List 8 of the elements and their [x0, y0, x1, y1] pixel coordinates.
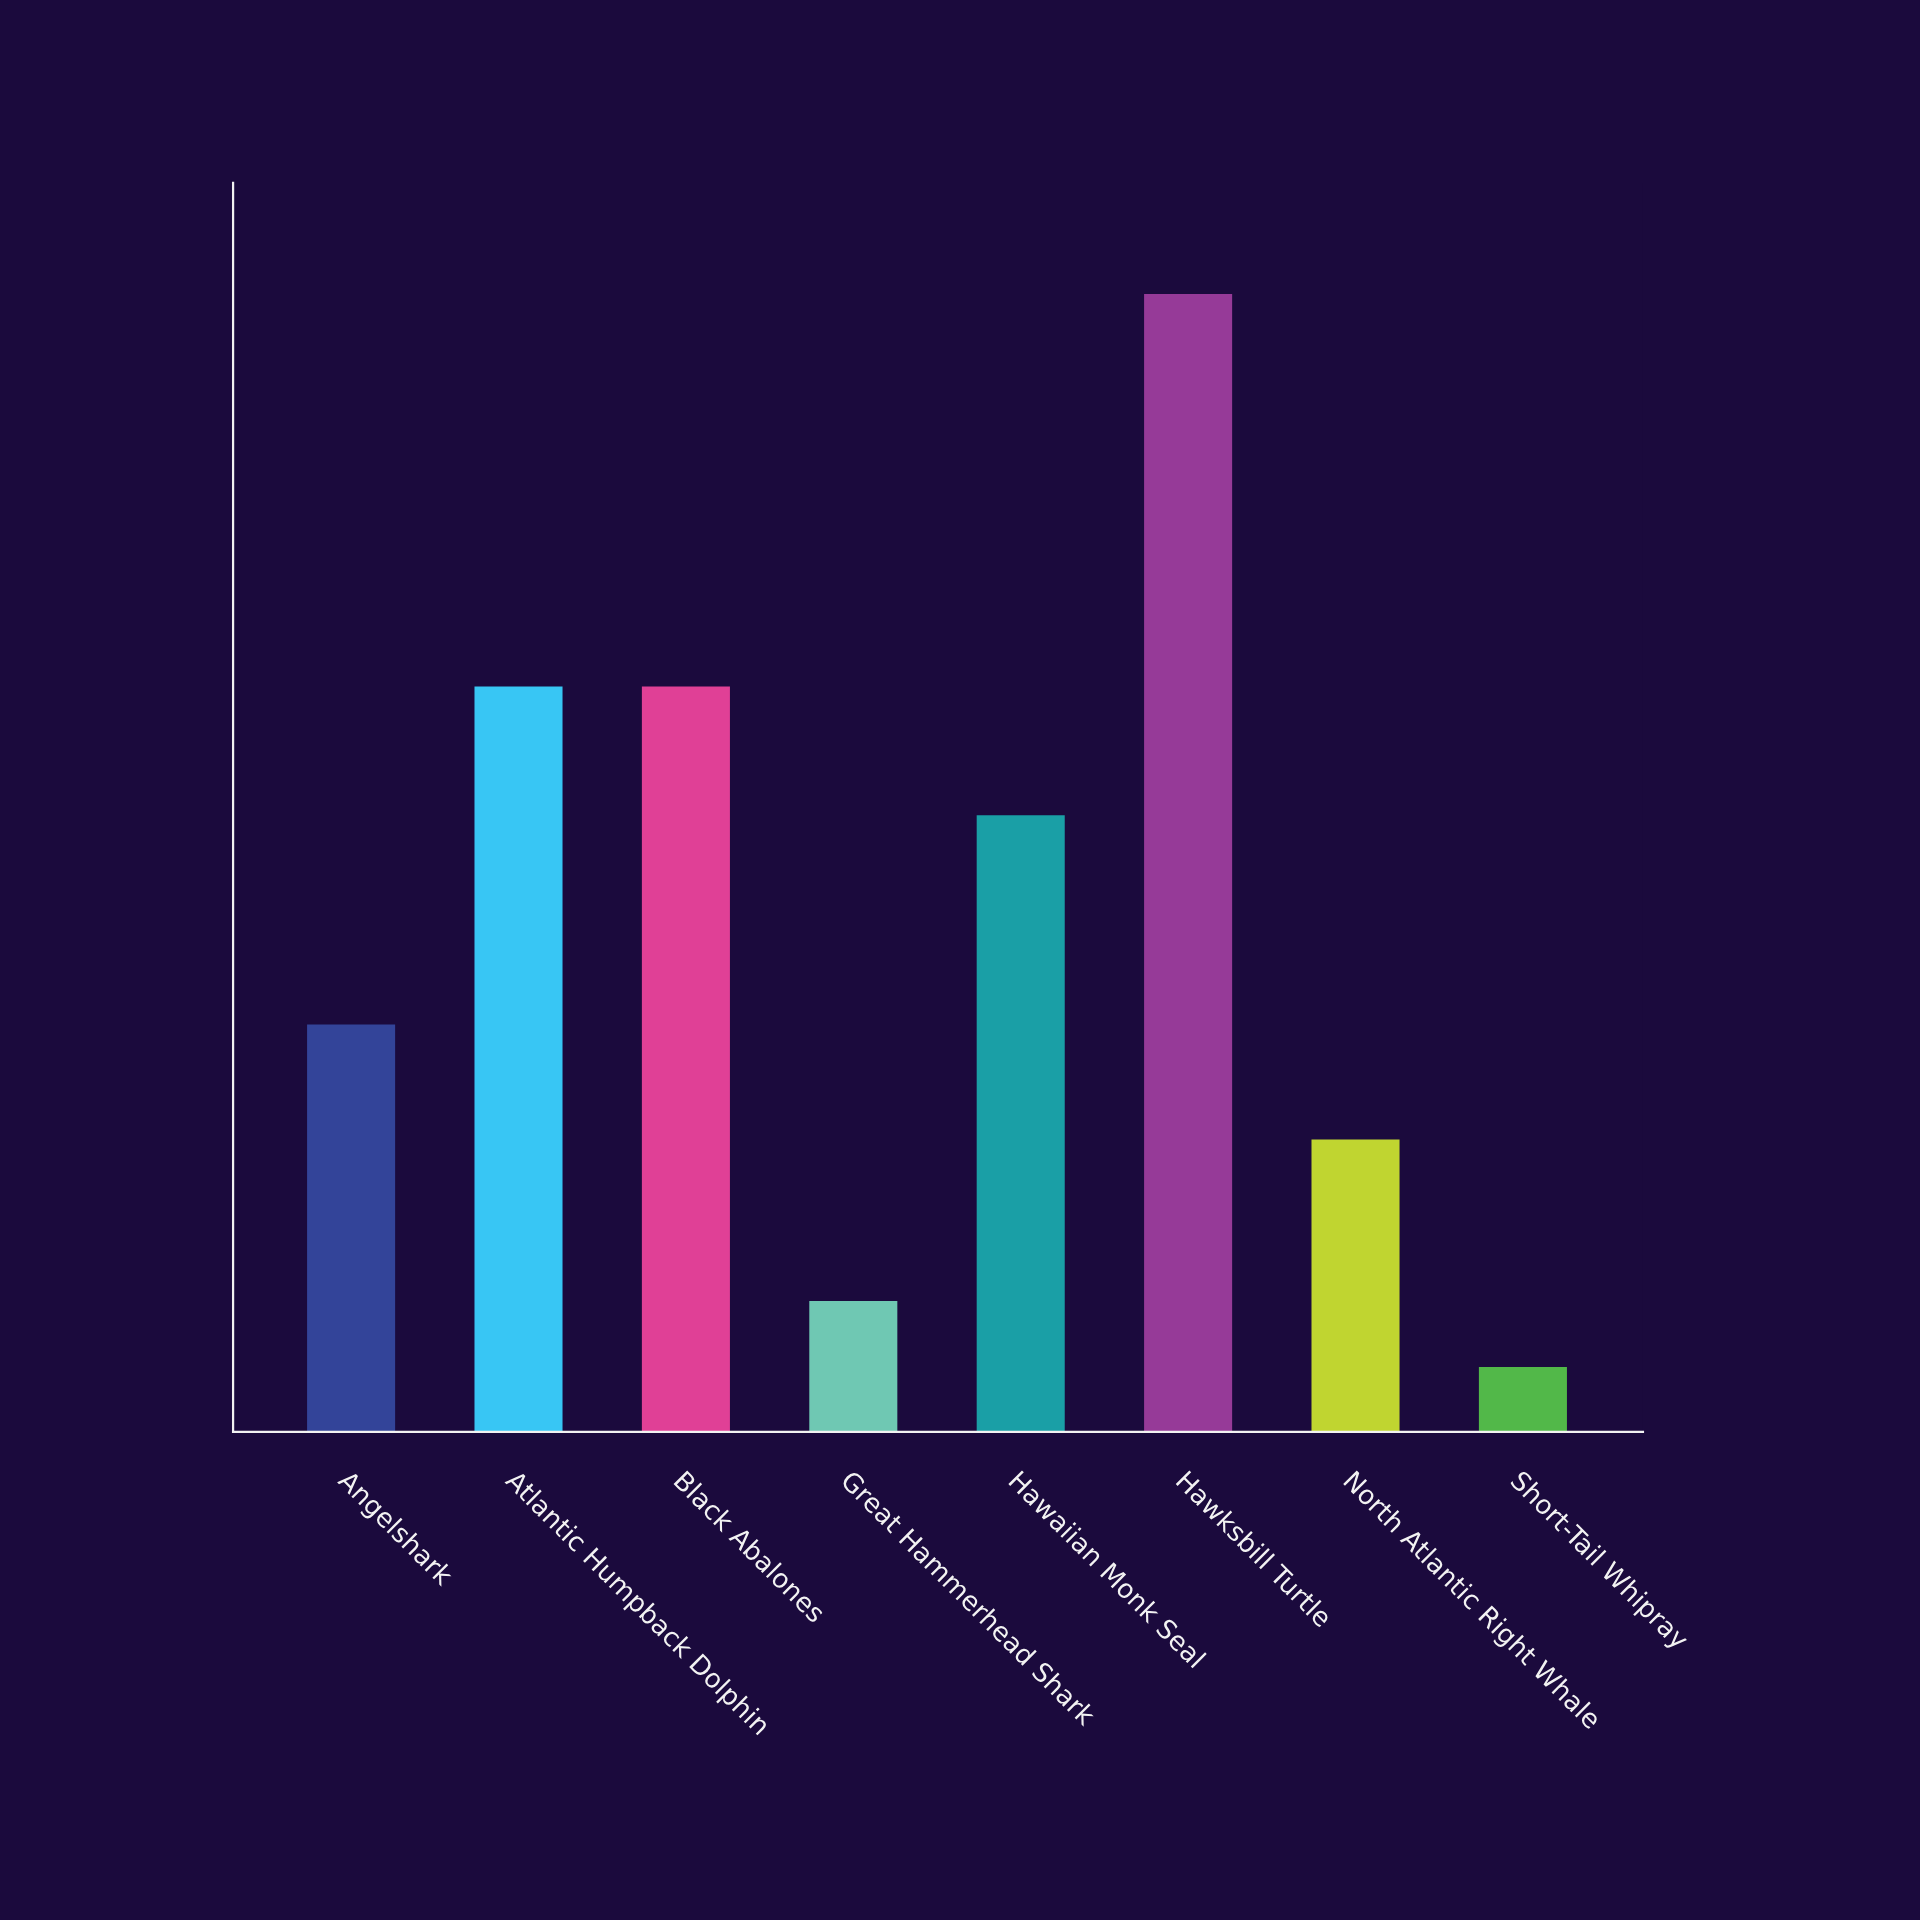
- bar: [1478, 1367, 1567, 1432]
- bar: [1144, 293, 1233, 1432]
- bar: [1311, 1139, 1400, 1432]
- bar: [809, 1301, 898, 1432]
- bar: [307, 1024, 396, 1432]
- bar: [976, 815, 1065, 1432]
- bar: [474, 686, 563, 1432]
- bar: [641, 686, 730, 1432]
